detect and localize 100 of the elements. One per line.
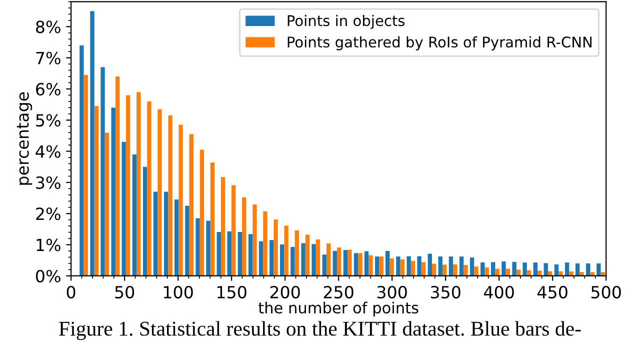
y-tick-label: 1% — [36, 238, 60, 252]
bar — [326, 243, 331, 276]
bar — [301, 243, 306, 276]
bar — [312, 244, 316, 276]
y-tick-label: 3% — [36, 176, 60, 189]
legend-label: Points in objects — [288, 14, 405, 29]
bar — [406, 256, 411, 276]
bar — [132, 154, 137, 276]
bar — [417, 256, 422, 276]
bar — [506, 268, 510, 276]
bar — [516, 270, 521, 276]
bar — [491, 262, 496, 276]
bar — [442, 264, 447, 276]
x-axis-title: the number of points — [258, 302, 418, 317]
bar — [220, 177, 226, 276]
bar — [537, 270, 542, 276]
bar — [564, 262, 570, 276]
bar — [189, 134, 194, 276]
bar — [178, 124, 183, 276]
x-tick-label: 250 — [324, 286, 354, 298]
bar — [305, 234, 310, 276]
bar — [206, 220, 210, 276]
bar — [548, 271, 552, 276]
bar — [522, 262, 527, 276]
bar — [512, 262, 516, 276]
bar — [502, 262, 506, 276]
bar — [147, 101, 152, 276]
bar — [348, 250, 352, 276]
bar — [336, 248, 342, 276]
bar — [379, 256, 384, 276]
bar — [390, 258, 394, 276]
bar — [400, 259, 404, 276]
bar — [185, 206, 190, 276]
x-tick-label: 50 — [115, 286, 134, 298]
bar — [274, 219, 278, 276]
y-tick-label: 0% — [36, 270, 60, 282]
bar — [590, 272, 594, 276]
y-tick-label: 7% — [36, 52, 60, 64]
bar — [459, 256, 464, 276]
x-tick-label: 0 — [66, 286, 76, 298]
bar — [252, 204, 257, 276]
y-tick-label: 2% — [36, 208, 60, 220]
bar — [200, 150, 204, 276]
bar — [284, 226, 288, 276]
bar — [153, 192, 158, 276]
x-tick-label: 200 — [270, 286, 300, 298]
bar — [294, 230, 299, 276]
bar — [270, 240, 274, 276]
bar — [168, 115, 172, 276]
bar — [164, 192, 168, 276]
bar — [364, 251, 369, 276]
bar — [480, 262, 485, 276]
bar — [575, 263, 580, 276]
bar — [216, 232, 221, 276]
bar — [343, 250, 348, 276]
y-axis-title: percentage — [16, 92, 32, 185]
bar — [448, 256, 454, 276]
bar — [104, 132, 110, 276]
bar — [90, 11, 94, 276]
bar — [238, 232, 242, 276]
bar — [586, 263, 590, 276]
bar — [375, 256, 380, 276]
bar — [126, 95, 130, 276]
bar — [158, 109, 162, 276]
bar — [136, 92, 141, 276]
bar — [600, 272, 605, 276]
bar — [94, 106, 99, 276]
bar — [354, 253, 358, 276]
bar — [421, 262, 426, 276]
bar — [428, 254, 432, 276]
bar — [174, 200, 179, 276]
bar — [142, 166, 148, 276]
bar — [470, 257, 474, 276]
bar — [111, 108, 116, 276]
bar — [316, 239, 320, 276]
legend-label: Points gathered by RoIs of Pyramid R-CNN — [288, 36, 592, 50]
x-tick-label: 450 — [537, 286, 568, 298]
y-tick-label: 8% — [36, 20, 60, 34]
bar — [386, 250, 390, 276]
x-tick-label: 500 — [591, 286, 621, 298]
bar — [84, 74, 88, 276]
bar — [474, 266, 478, 276]
y-tick-label: 4% — [36, 145, 60, 158]
bar — [196, 218, 200, 276]
bar — [410, 260, 416, 276]
bar — [396, 256, 400, 276]
y-tick-label: 6% — [36, 82, 60, 96]
bar — [332, 250, 337, 276]
bar — [263, 211, 268, 276]
bar — [484, 267, 489, 276]
x-tick-label: 350 — [430, 286, 460, 298]
bar — [322, 254, 326, 276]
bar — [368, 255, 373, 276]
y-tick-label: 5% — [36, 114, 60, 127]
bar — [554, 264, 559, 276]
bar — [227, 231, 232, 276]
bar — [358, 253, 362, 276]
x-tick-label: 400 — [484, 286, 514, 298]
bar — [569, 272, 574, 276]
bar — [495, 268, 500, 276]
